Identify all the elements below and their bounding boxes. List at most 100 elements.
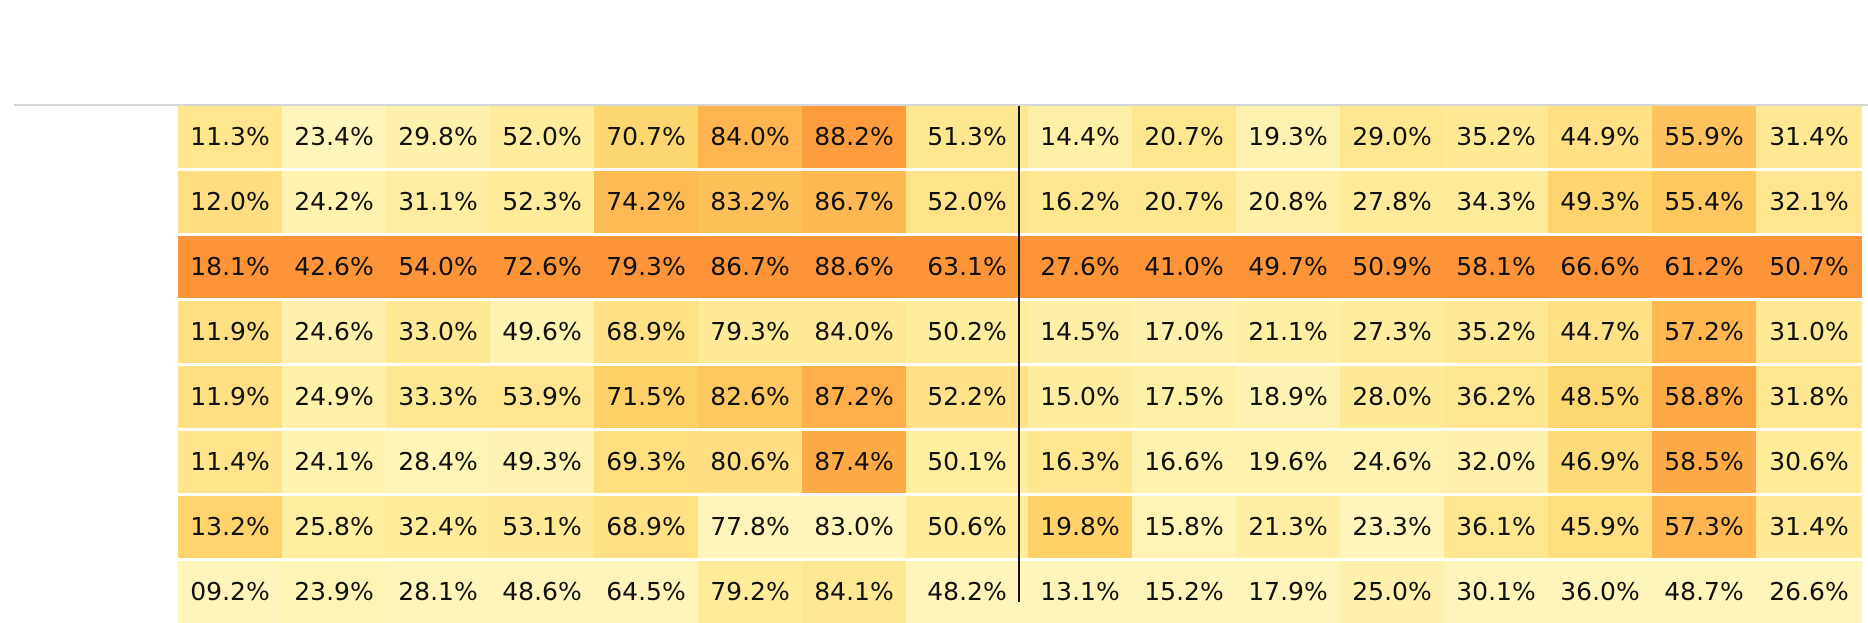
heatmap-cell: 35.2%: [1444, 106, 1548, 168]
heatmap-cell: 52.0%: [906, 171, 1028, 233]
heatmap-cell: 24.9%: [282, 366, 386, 428]
heatmap-cell: 63.1%: [906, 236, 1028, 298]
column-header: [1340, 58, 1444, 106]
heatmap-cell: 48.6%: [490, 561, 594, 623]
heatmap-cell: 54.0%: [386, 236, 490, 298]
column-header: [282, 58, 386, 106]
column-header: [1236, 58, 1340, 106]
heatmap-cell: 16.3%: [1028, 431, 1132, 493]
heatmap-cell: 13.2%: [178, 496, 282, 558]
heatmap-cell: 58.8%: [1652, 366, 1756, 428]
heatmap-cell: 79.2%: [698, 561, 802, 623]
column-header: [906, 58, 1028, 106]
heatmap-cell: 50.9%: [1340, 236, 1444, 298]
heatmap-cell: 30.1%: [1444, 561, 1548, 623]
heatmap-cell: 27.8%: [1340, 171, 1444, 233]
column-header: [386, 58, 490, 106]
heatmap-cell: 27.6%: [1028, 236, 1132, 298]
heatmap-cell: 79.3%: [594, 236, 698, 298]
heatmap-cell: 84.0%: [802, 301, 906, 363]
heatmap-cell: 57.2%: [1652, 301, 1756, 363]
heatmap-cell: 69.3%: [594, 431, 698, 493]
heatmap-cell: 34.3%: [1444, 171, 1548, 233]
column-header: [1028, 58, 1132, 106]
heatmap-cell: 35.2%: [1444, 301, 1548, 363]
column-header: [594, 58, 698, 106]
heatmap-cell: 52.3%: [490, 171, 594, 233]
column-header: [490, 58, 594, 106]
heatmap-cell: 45.9%: [1548, 496, 1652, 558]
heatmap-cell: 72.6%: [490, 236, 594, 298]
heatmap-cell: 44.7%: [1548, 301, 1652, 363]
heatmap-cell: 30.6%: [1756, 431, 1862, 493]
heatmap-cell: 31.1%: [386, 171, 490, 233]
column-header: [698, 58, 802, 106]
column-header: [802, 58, 906, 106]
heatmap-cell: 50.1%: [906, 431, 1028, 493]
heatmap-cell: 11.9%: [178, 301, 282, 363]
heatmap-cell: 44.9%: [1548, 106, 1652, 168]
heatmap-cell: 42.6%: [282, 236, 386, 298]
column-header: [1444, 58, 1548, 106]
heatmap-cell: 49.3%: [490, 431, 594, 493]
heatmap-cell: 64.5%: [594, 561, 698, 623]
heatmap-cell: 88.2%: [802, 106, 906, 168]
heatmap-cell: 19.3%: [1236, 106, 1340, 168]
heatmap-cell: 49.3%: [1548, 171, 1652, 233]
heatmap-cell: 28.4%: [386, 431, 490, 493]
heatmap-cell: 55.4%: [1652, 171, 1756, 233]
heatmap-cell: 51.3%: [906, 106, 1028, 168]
row-label: [0, 106, 178, 168]
heatmap-cell: 80.6%: [698, 431, 802, 493]
heatmap-cell: 28.1%: [386, 561, 490, 623]
heatmap-cell: 83.2%: [698, 171, 802, 233]
heatmap-cell: 28.0%: [1340, 366, 1444, 428]
heatmap-cell: 18.1%: [178, 236, 282, 298]
heatmap-cell: 29.8%: [386, 106, 490, 168]
heatmap-cell: 70.7%: [594, 106, 698, 168]
heatmap-cell: 68.9%: [594, 496, 698, 558]
heatmap-cell: 52.2%: [906, 366, 1028, 428]
column-header: [1756, 58, 1862, 106]
heatmap-cell: 25.8%: [282, 496, 386, 558]
row-label: [0, 171, 178, 233]
heatmap-cell: 31.4%: [1756, 496, 1862, 558]
column-header: [178, 58, 282, 106]
heatmap-cell: 19.8%: [1028, 496, 1132, 558]
heatmap-cell: 11.3%: [178, 106, 282, 168]
heatmap-cell: 17.0%: [1132, 301, 1236, 363]
heatmap-cell: 61.2%: [1652, 236, 1756, 298]
heatmap-cell: 11.9%: [178, 366, 282, 428]
heatmap-cell: 20.7%: [1132, 106, 1236, 168]
heatmap-cell: 17.5%: [1132, 366, 1236, 428]
heatmap-cell: 58.1%: [1444, 236, 1548, 298]
heatmap-cell: 53.1%: [490, 496, 594, 558]
heatmap-cell: 48.2%: [906, 561, 1028, 623]
heatmap-cell: 83.0%: [802, 496, 906, 558]
row-label: [0, 431, 178, 493]
row-label: [0, 301, 178, 363]
heatmap-cell: 58.5%: [1652, 431, 1756, 493]
heatmap-cell: 23.9%: [282, 561, 386, 623]
heatmap-cell: 87.4%: [802, 431, 906, 493]
heatmap-cell: 17.9%: [1236, 561, 1340, 623]
heatmap-cell: 84.0%: [698, 106, 802, 168]
heatmap-cell: 41.0%: [1132, 236, 1236, 298]
heatmap-cell: 86.7%: [698, 236, 802, 298]
heatmap-cell: 87.2%: [802, 366, 906, 428]
heatmap-cell: 68.9%: [594, 301, 698, 363]
heatmap-cell: 16.6%: [1132, 431, 1236, 493]
heatmap-cell: 55.9%: [1652, 106, 1756, 168]
heatmap-cell: 52.0%: [490, 106, 594, 168]
heatmap-cell: 74.2%: [594, 171, 698, 233]
heatmap-cell: 79.3%: [698, 301, 802, 363]
heatmap-cell: 32.1%: [1756, 171, 1862, 233]
heatmap-cell: 33.3%: [386, 366, 490, 428]
heatmap-cell: 50.6%: [906, 496, 1028, 558]
heatmap-cell: 36.1%: [1444, 496, 1548, 558]
heatmap-cell: 26.6%: [1756, 561, 1862, 623]
group-separator: [1018, 106, 1020, 602]
heatmap-cell: 19.6%: [1236, 431, 1340, 493]
heatmap-cell: 24.1%: [282, 431, 386, 493]
